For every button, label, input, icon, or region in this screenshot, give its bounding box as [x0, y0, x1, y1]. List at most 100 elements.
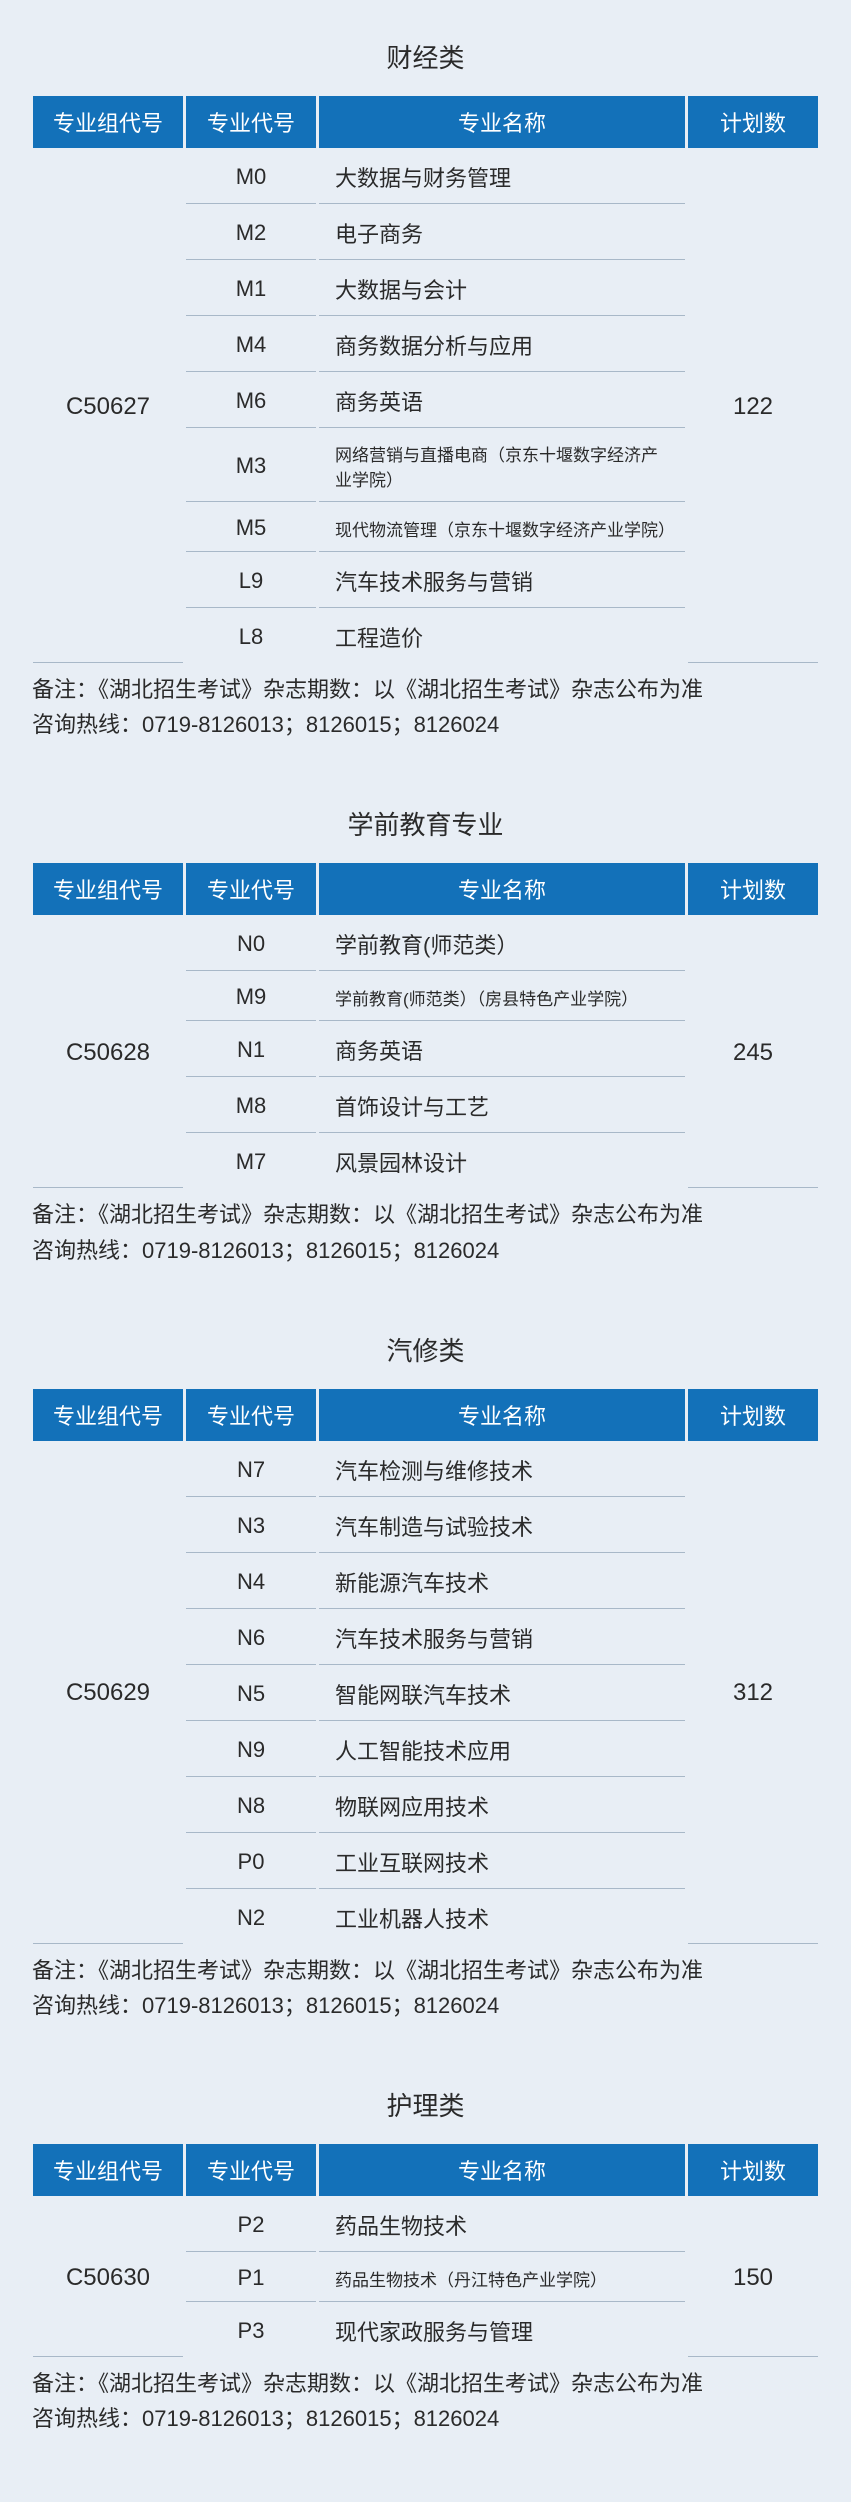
major-code-cell: N9	[186, 1724, 316, 1777]
column-header-group: 专业组代号	[33, 863, 183, 915]
major-code-cell: P1	[186, 2255, 316, 2302]
major-code-cell: P0	[186, 1836, 316, 1889]
column-header-code: 专业代号	[186, 2144, 316, 2196]
column-header-group: 专业组代号	[33, 1389, 183, 1441]
table-section: 财经类专业组代号专业代号专业名称计划数C50627M0大数据与财务管理122M2…	[30, 20, 821, 742]
table-section: 学前教育专业专业组代号专业代号专业名称计划数C50628N0学前教育(师范类）2…	[30, 787, 821, 1267]
group-code-cell: C50628	[33, 918, 183, 1188]
table-row: C50630P2药品生物技术150	[33, 2199, 818, 2252]
note-line: 备注：《湖北招生考试》杂志期数：以《湖北招生考试》杂志公布为准	[32, 2366, 819, 2401]
major-name-cell: 工业机器人技术	[319, 1892, 685, 1944]
major-name-cell: 智能网联汽车技术	[319, 1668, 685, 1721]
enrollment-table: 专业组代号专业代号专业名称计划数C50628N0学前教育(师范类）245M9学前…	[30, 860, 821, 1191]
column-header-count: 计划数	[688, 96, 818, 148]
column-header-group: 专业组代号	[33, 96, 183, 148]
major-code-cell: M5	[186, 505, 316, 552]
major-name-cell: 风景园林设计	[319, 1136, 685, 1188]
note-line: 咨询热线：0719-8126013；8126015；8126024	[32, 707, 819, 742]
section-title: 财经类	[30, 20, 821, 93]
notes-block: 备注：《湖北招生考试》杂志期数：以《湖北招生考试》杂志公布为准咨询热线：0719…	[30, 1191, 821, 1267]
column-header-group: 专业组代号	[33, 2144, 183, 2196]
major-name-cell: 新能源汽车技术	[319, 1556, 685, 1609]
group-code-cell: C50627	[33, 151, 183, 663]
column-header-count: 计划数	[688, 863, 818, 915]
major-code-cell: N1	[186, 1024, 316, 1077]
note-line: 咨询热线：0719-8126013；8126015；8126024	[32, 2401, 819, 2436]
table-row: C50627M0大数据与财务管理122	[33, 151, 818, 204]
major-code-cell: P3	[186, 2305, 316, 2357]
major-code-cell: M6	[186, 375, 316, 428]
major-name-cell: 现代物流管理（京东十堰数字经济产业学院）	[319, 505, 685, 552]
major-name-cell: 大数据与会计	[319, 263, 685, 316]
major-code-cell: P2	[186, 2199, 316, 2252]
major-name-cell: 学前教育(师范类）（房县特色产业学院）	[319, 974, 685, 1021]
major-name-cell: 学前教育(师范类）	[319, 918, 685, 971]
major-name-cell: 商务英语	[319, 1024, 685, 1077]
column-header-code: 专业代号	[186, 96, 316, 148]
major-name-cell: 汽车制造与试验技术	[319, 1500, 685, 1553]
note-line: 备注：《湖北招生考试》杂志期数：以《湖北招生考试》杂志公布为准	[32, 672, 819, 707]
column-header-name: 专业名称	[319, 1389, 685, 1441]
note-line: 备注：《湖北招生考试》杂志期数：以《湖北招生考试》杂志公布为准	[32, 1953, 819, 1988]
major-code-cell: N2	[186, 1892, 316, 1944]
major-name-cell: 汽车检测与维修技术	[319, 1444, 685, 1497]
major-name-cell: 商务数据分析与应用	[319, 319, 685, 372]
column-header-count: 计划数	[688, 2144, 818, 2196]
enrollment-table: 专业组代号专业代号专业名称计划数C50630P2药品生物技术150P1药品生物技…	[30, 2141, 821, 2360]
column-header-count: 计划数	[688, 1389, 818, 1441]
plan-count-cell: 312	[688, 1444, 818, 1944]
major-code-cell: M7	[186, 1136, 316, 1188]
plan-count-cell: 122	[688, 151, 818, 663]
major-name-cell: 药品生物技术（丹江特色产业学院）	[319, 2255, 685, 2302]
major-code-cell: M1	[186, 263, 316, 316]
section-title: 学前教育专业	[30, 787, 821, 860]
notes-block: 备注：《湖北招生考试》杂志期数：以《湖北招生考试》杂志公布为准咨询热线：0719…	[30, 666, 821, 742]
major-name-cell: 大数据与财务管理	[319, 151, 685, 204]
major-code-cell: N6	[186, 1612, 316, 1665]
major-name-cell: 网络营销与直播电商（京东十堰数字经济产业学院）	[319, 431, 685, 502]
enrollment-table: 专业组代号专业代号专业名称计划数C50629N7汽车检测与维修技术312N3汽车…	[30, 1386, 821, 1947]
major-name-cell: 工业互联网技术	[319, 1836, 685, 1889]
notes-block: 备注：《湖北招生考试》杂志期数：以《湖北招生考试》杂志公布为准咨询热线：0719…	[30, 1947, 821, 2023]
plan-count-cell: 150	[688, 2199, 818, 2357]
major-code-cell: M3	[186, 431, 316, 502]
major-name-cell: 电子商务	[319, 207, 685, 260]
section-title: 护理类	[30, 2068, 821, 2141]
major-code-cell: N4	[186, 1556, 316, 1609]
major-name-cell: 汽车技术服务与营销	[319, 1612, 685, 1665]
major-code-cell: N3	[186, 1500, 316, 1553]
table-section: 汽修类专业组代号专业代号专业名称计划数C50629N7汽车检测与维修技术312N…	[30, 1313, 821, 2023]
major-name-cell: 商务英语	[319, 375, 685, 428]
group-code-cell: C50630	[33, 2199, 183, 2357]
major-code-cell: M2	[186, 207, 316, 260]
major-code-cell: M0	[186, 151, 316, 204]
column-header-name: 专业名称	[319, 96, 685, 148]
major-name-cell: 首饰设计与工艺	[319, 1080, 685, 1133]
major-name-cell: 现代家政服务与管理	[319, 2305, 685, 2357]
major-name-cell: 人工智能技术应用	[319, 1724, 685, 1777]
table-section: 护理类专业组代号专业代号专业名称计划数C50630P2药品生物技术150P1药品…	[30, 2068, 821, 2436]
major-code-cell: L8	[186, 611, 316, 663]
table-row: C50629N7汽车检测与维修技术312	[33, 1444, 818, 1497]
major-name-cell: 汽车技术服务与营销	[319, 555, 685, 608]
major-code-cell: N0	[186, 918, 316, 971]
column-header-name: 专业名称	[319, 2144, 685, 2196]
enrollment-table: 专业组代号专业代号专业名称计划数C50627M0大数据与财务管理122M2电子商…	[30, 93, 821, 666]
major-code-cell: L9	[186, 555, 316, 608]
major-code-cell: N8	[186, 1780, 316, 1833]
note-line: 咨询热线：0719-8126013；8126015；8126024	[32, 1233, 819, 1268]
section-title: 汽修类	[30, 1313, 821, 1386]
major-code-cell: N5	[186, 1668, 316, 1721]
column-header-code: 专业代号	[186, 863, 316, 915]
table-row: C50628N0学前教育(师范类）245	[33, 918, 818, 971]
major-code-cell: M9	[186, 974, 316, 1021]
note-line: 咨询热线：0719-8126013；8126015；8126024	[32, 1988, 819, 2023]
major-name-cell: 药品生物技术	[319, 2199, 685, 2252]
notes-block: 备注：《湖北招生考试》杂志期数：以《湖北招生考试》杂志公布为准咨询热线：0719…	[30, 2360, 821, 2436]
group-code-cell: C50629	[33, 1444, 183, 1944]
column-header-code: 专业代号	[186, 1389, 316, 1441]
major-name-cell: 物联网应用技术	[319, 1780, 685, 1833]
column-header-name: 专业名称	[319, 863, 685, 915]
plan-count-cell: 245	[688, 918, 818, 1188]
major-code-cell: N7	[186, 1444, 316, 1497]
